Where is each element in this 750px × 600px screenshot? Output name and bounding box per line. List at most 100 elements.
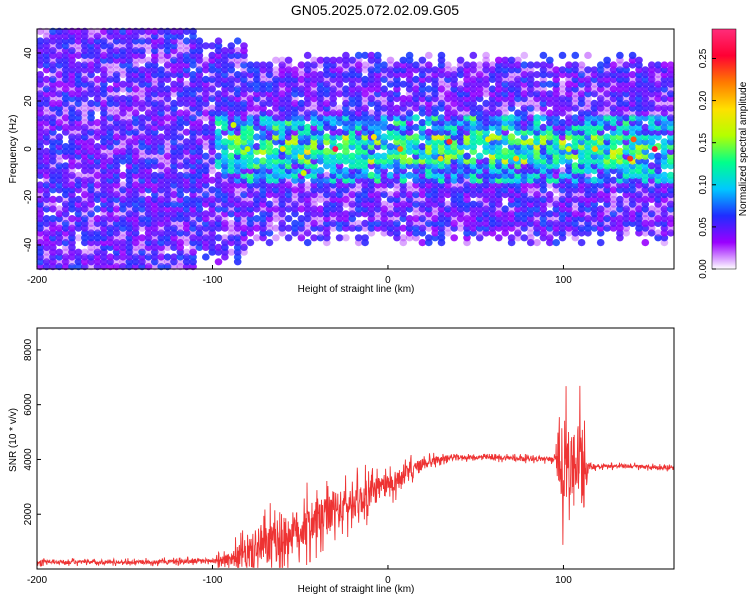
spectrogram-cell	[297, 99, 306, 107]
spectrogram-cell	[246, 95, 255, 103]
spectrogram-cell	[80, 104, 89, 112]
spectrogram-cell	[87, 27, 95, 35]
spectrogram-cell	[386, 56, 395, 64]
spectrogram-cell	[157, 51, 166, 60]
spectrogram-cell	[545, 80, 554, 88]
spectrogram-cell	[405, 181, 414, 189]
spectrogram-cell	[520, 90, 529, 98]
spectrogram-cell	[87, 61, 95, 69]
spectrogram-cell	[316, 195, 325, 203]
spectrogram-cell	[596, 95, 605, 103]
spectrogram-cell	[49, 205, 57, 213]
spectrogram-cell	[584, 176, 592, 184]
snr-x-ticks: -200 -100 0 100	[27, 565, 572, 586]
spectrogram-cell	[329, 56, 338, 64]
spectrogram-cell	[373, 191, 382, 199]
spectrogram-cell	[252, 224, 261, 232]
spectrogram-cell	[584, 215, 592, 223]
spectrogram-cell	[49, 99, 57, 107]
spectrogram-cell	[373, 51, 382, 60]
spectrogram-cell	[272, 75, 280, 83]
spectrogram-cell	[278, 61, 287, 69]
spectrogram-cell	[303, 239, 312, 247]
spectrogram-cell	[68, 171, 76, 179]
spectrogram-cell	[335, 104, 344, 112]
spectrogram-cell	[55, 195, 64, 203]
spectrogram-cell	[380, 205, 389, 213]
spectrogram-cell	[163, 152, 172, 160]
spectrogram-cell	[654, 152, 662, 160]
spectrogram-cell	[74, 248, 83, 256]
spectrogram-cell	[545, 210, 554, 218]
spectrogram-cell	[666, 200, 675, 208]
spectrogram-cell	[138, 195, 146, 203]
spectrogram-cell	[431, 104, 439, 112]
spectrogram-cell	[501, 104, 510, 112]
spectrogram-cell	[55, 162, 64, 170]
spectrogram-cell	[284, 234, 293, 242]
spectrogram-cell	[208, 85, 217, 93]
spectrogram-cell	[526, 195, 535, 203]
spectrogram-cell	[405, 186, 414, 194]
spectrogram-cell	[233, 71, 242, 79]
spectrogram-cell	[399, 80, 408, 88]
spectrogram-cell	[278, 56, 287, 64]
spectrogram-cell	[609, 195, 618, 203]
spectrogram-cell	[157, 133, 166, 141]
spectrogram-cell	[571, 95, 580, 103]
spectrogram-cell	[463, 181, 471, 189]
spectrogram-cell	[533, 219, 541, 227]
spectrogram-cell	[622, 61, 631, 69]
spectrogram-cell	[520, 104, 529, 112]
spectrogram-cell	[240, 42, 248, 50]
y-tick-label: 6000	[23, 393, 34, 416]
spectrogram-cell	[507, 56, 516, 64]
spectrogram-cell	[100, 215, 108, 223]
spectrogram-cell	[316, 56, 325, 64]
spectrogram-cell	[284, 205, 293, 213]
spectrogram-cell	[74, 195, 83, 203]
spectrogram-cell	[463, 152, 471, 160]
spectrogram-cell	[354, 51, 363, 60]
spectrogram-cell	[584, 51, 592, 60]
spectrogram-cell	[603, 215, 611, 223]
spectrogram-cell	[647, 152, 656, 160]
spectrogram-cell	[322, 56, 331, 64]
spectrogram-cell	[558, 95, 567, 103]
x-tick-label: 100	[555, 275, 572, 286]
spectrogram-cell	[119, 119, 127, 127]
spectrogram-cell	[240, 71, 248, 79]
spectrogram-cell	[348, 152, 357, 160]
spectrogram-cell	[297, 114, 306, 122]
spectrogram-cell	[501, 114, 510, 122]
spectrogram-cell	[61, 219, 70, 227]
spectrogram-cell	[93, 75, 102, 83]
spectrogram-cell	[208, 195, 217, 203]
spectrogram-cell	[182, 47, 191, 55]
spectrogram-cell	[233, 51, 242, 60]
spectrogram-cell	[138, 133, 146, 141]
spectrogram-cell	[386, 143, 395, 151]
spectrogram-cell	[100, 152, 108, 160]
spectrogram-cell	[545, 234, 554, 242]
spectrogram-cell	[297, 71, 306, 79]
spectrogram-cell	[482, 99, 490, 107]
spectrogram-cell	[514, 75, 522, 83]
spectrogram-cell	[214, 152, 223, 160]
spectrogram-cell	[131, 253, 140, 261]
spectrogram-cell	[252, 133, 261, 141]
spectrogram-cell	[654, 61, 662, 69]
spectrogram-cell	[488, 66, 497, 74]
spectrogram-cell	[571, 51, 580, 60]
colorbar-frame	[711, 28, 737, 270]
spectrogram-cell	[412, 61, 420, 69]
spectrogram-cell	[609, 186, 618, 194]
spectrogram-cell	[666, 171, 675, 179]
spectrogram-cell	[596, 61, 605, 69]
spectrogram-cell	[55, 51, 64, 60]
spectrogram-cell	[49, 114, 57, 122]
spectrogram-cell	[214, 128, 223, 136]
spectrogram-cell	[590, 90, 599, 98]
spectrogram-cell	[214, 90, 223, 98]
